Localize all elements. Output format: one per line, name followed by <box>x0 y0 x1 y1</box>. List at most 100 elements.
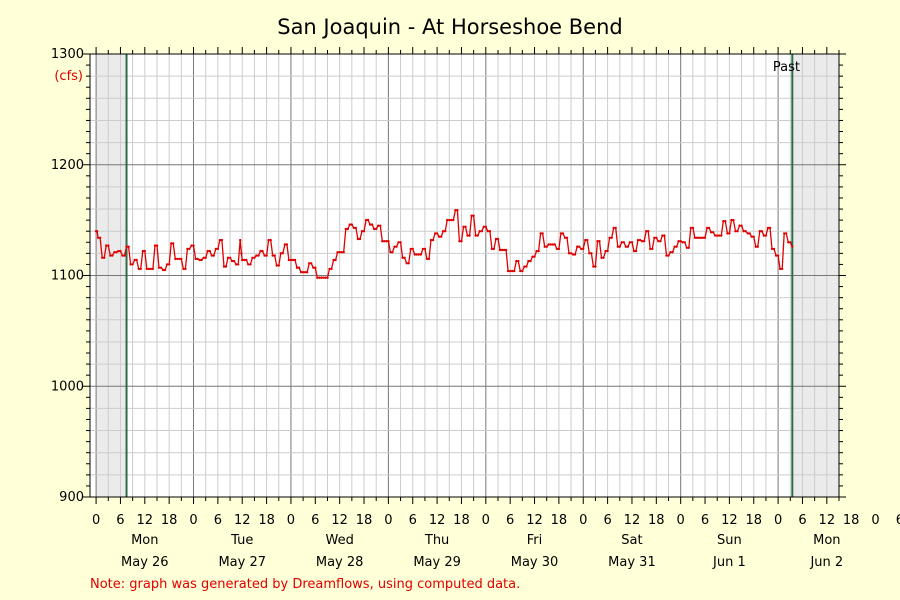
data-point <box>545 245 548 248</box>
data-point <box>364 218 368 222</box>
data-point <box>592 265 595 268</box>
data-point <box>178 257 181 261</box>
hour-tick-label: 0 <box>774 513 782 528</box>
data-point <box>423 247 427 251</box>
data-point <box>107 244 110 247</box>
data-point <box>111 254 114 257</box>
hour-tick-label: 6 <box>701 513 709 528</box>
data-point <box>551 243 554 246</box>
data-point <box>96 236 100 239</box>
data-point <box>155 244 159 247</box>
data-point <box>760 230 764 233</box>
data-point <box>511 269 514 273</box>
data-point <box>612 226 615 230</box>
y-unit-label: (cfs) <box>54 69 83 84</box>
data-point <box>598 240 601 243</box>
data-point <box>109 254 112 257</box>
hour-tick-label: 12 <box>234 513 251 528</box>
data-point <box>330 267 333 271</box>
data-point <box>783 232 786 235</box>
hour-tick-label: 12 <box>624 513 641 528</box>
data-point <box>115 251 118 254</box>
data-point <box>785 232 788 235</box>
hour-tick-label: 18 <box>453 513 470 528</box>
data-point <box>722 220 725 223</box>
data-point <box>395 245 398 248</box>
data-point <box>732 218 735 222</box>
data-point <box>261 249 264 253</box>
data-point <box>758 230 761 233</box>
hour-tick-label: 6 <box>409 513 417 528</box>
data-point <box>342 251 345 254</box>
hour-tick-label: 6 <box>214 513 222 528</box>
day-label: Mon <box>813 533 840 548</box>
data-point <box>145 267 148 271</box>
data-point <box>350 223 353 226</box>
data-point <box>334 258 337 262</box>
hour-tick-label: 18 <box>551 513 568 528</box>
date-label: May 31 <box>608 555 656 570</box>
data-point <box>472 214 475 217</box>
data-point <box>600 256 603 259</box>
data-point <box>267 238 270 242</box>
data-point <box>608 236 611 239</box>
data-point <box>533 255 536 258</box>
data-point <box>157 266 161 269</box>
data-point <box>730 218 733 222</box>
data-point <box>683 241 686 244</box>
data-point <box>393 245 396 248</box>
data-point <box>419 253 423 256</box>
hour-tick-label: 18 <box>161 513 178 528</box>
data-point <box>405 262 408 265</box>
data-point <box>509 269 512 273</box>
data-point <box>626 245 630 248</box>
hour-tick-label: 12 <box>526 513 543 528</box>
data-point <box>640 240 644 243</box>
data-point <box>409 247 412 251</box>
data-point <box>488 230 492 233</box>
data-point <box>174 257 177 261</box>
date-label: Jun 2 <box>809 555 843 570</box>
date-label: May 28 <box>316 555 364 570</box>
data-point <box>230 259 234 263</box>
data-point <box>476 234 479 237</box>
data-point <box>318 276 321 279</box>
data-point <box>774 254 778 257</box>
data-point <box>576 245 579 248</box>
data-point <box>117 249 120 253</box>
data-point <box>133 258 136 262</box>
hour-tick-label: 0 <box>579 513 587 528</box>
data-point <box>734 230 737 233</box>
data-point <box>519 269 522 273</box>
data-point <box>695 236 699 239</box>
data-point <box>584 238 587 242</box>
data-point <box>354 226 358 230</box>
data-point <box>699 236 703 239</box>
data-point <box>320 276 323 279</box>
data-point <box>744 230 747 233</box>
data-point <box>458 240 461 243</box>
data-point <box>433 232 437 235</box>
data-point <box>580 247 583 251</box>
hour-tick-label: 18 <box>258 513 275 528</box>
data-point <box>513 269 516 273</box>
date-label: May 30 <box>511 555 559 570</box>
data-point <box>273 254 276 257</box>
data-point <box>184 267 187 271</box>
data-point <box>346 227 349 231</box>
data-point <box>220 238 224 242</box>
data-point <box>529 259 532 263</box>
data-point <box>531 255 534 258</box>
data-point <box>243 258 246 262</box>
data-point <box>176 257 179 261</box>
data-point <box>661 234 664 237</box>
data-point <box>697 236 701 239</box>
data-point <box>537 249 540 253</box>
data-point <box>188 247 191 251</box>
hour-tick-label: 0 <box>92 513 100 528</box>
data-point <box>622 241 625 244</box>
hour-tick-label: 0 <box>189 513 197 528</box>
data-point <box>602 256 605 259</box>
day-label: Wed <box>325 533 353 548</box>
